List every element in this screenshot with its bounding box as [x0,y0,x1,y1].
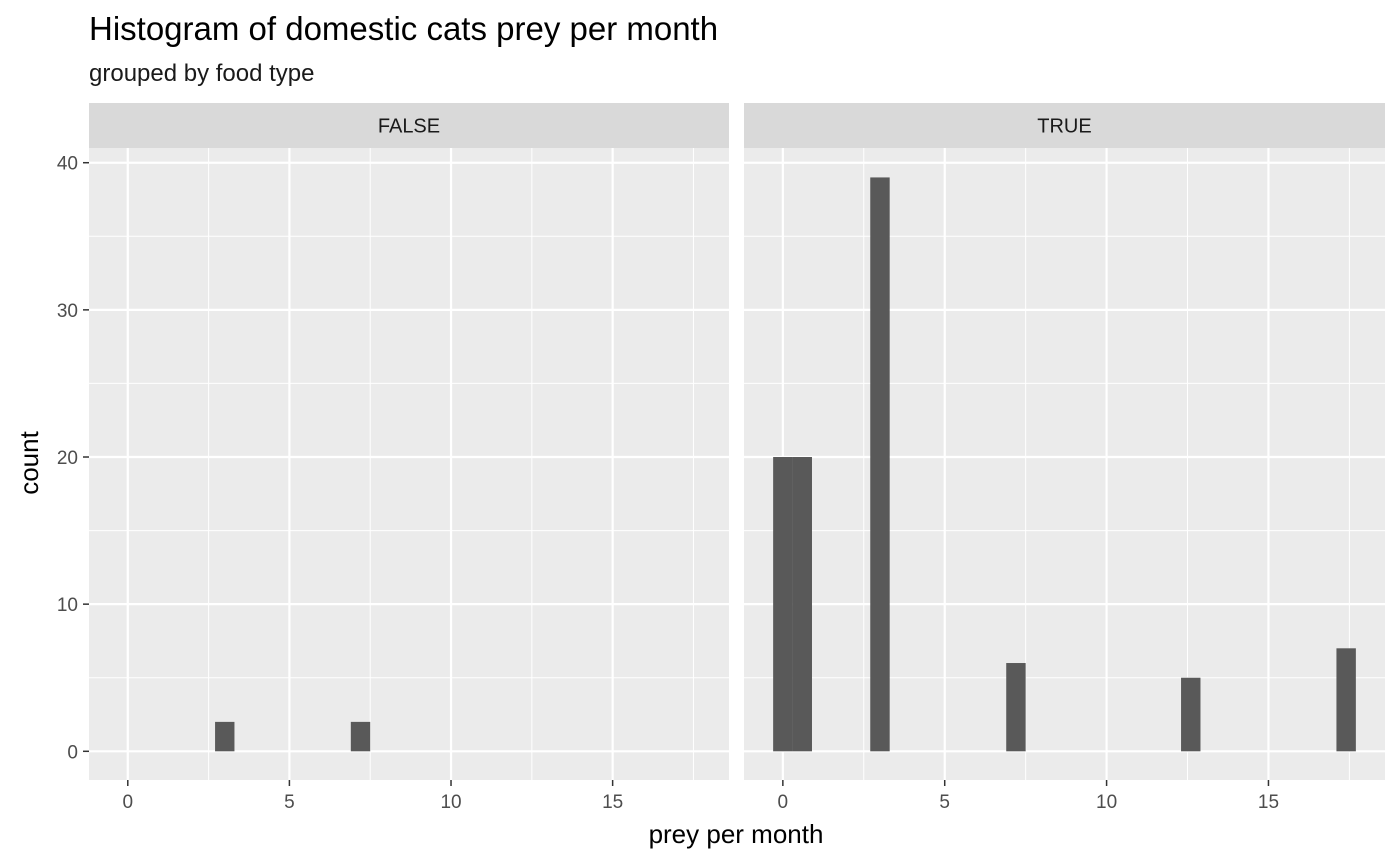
y-axis-title: count [14,430,44,494]
panel-background [744,148,1385,780]
histogram-bar [215,721,235,752]
x-axis-title: prey per month [649,819,824,849]
histogram-bar [1006,663,1026,752]
x-tick-label: 10 [440,792,461,813]
histogram-bar [870,177,890,752]
histogram-bar [773,457,793,752]
facet-strip [89,103,729,148]
histogram-bar [1181,677,1201,752]
facet-strip [744,103,1385,148]
chart-subtitle: grouped by food type [89,60,315,87]
x-tick-label: 15 [1258,792,1279,813]
x-tick-label: 10 [1096,792,1117,813]
panel-background [89,148,729,780]
histogram-bar [350,721,371,752]
histogram-bar [1336,648,1356,752]
facet-panel-true: TRUE 0 5 10 15 [744,103,1385,813]
facet-panel-false: FALSE 0 5 10 15 [89,103,729,813]
y-tick-label: 20 [57,448,78,469]
x-tick-label: 5 [939,792,950,813]
y-tick-label: 30 [57,301,78,322]
x-tick-label: 0 [778,792,789,813]
y-tick-label: 10 [57,595,78,616]
x-tick-label: 15 [602,792,623,813]
y-tick-label: 40 [57,154,78,175]
histogram-bar [792,457,812,752]
facet-panels: FALSE 0 5 10 15 TRUE 0 5 10 15 0 10 20 30 40 [57,103,1385,813]
x-tick-label: 5 [284,792,295,813]
facet-strip-label: TRUE [1037,116,1091,138]
x-tick-label: 0 [122,792,133,813]
y-tick-label: 0 [67,742,78,763]
facet-strip-label: FALSE [378,116,440,138]
chart-title: Histogram of domestic cats prey per mont… [89,10,718,47]
